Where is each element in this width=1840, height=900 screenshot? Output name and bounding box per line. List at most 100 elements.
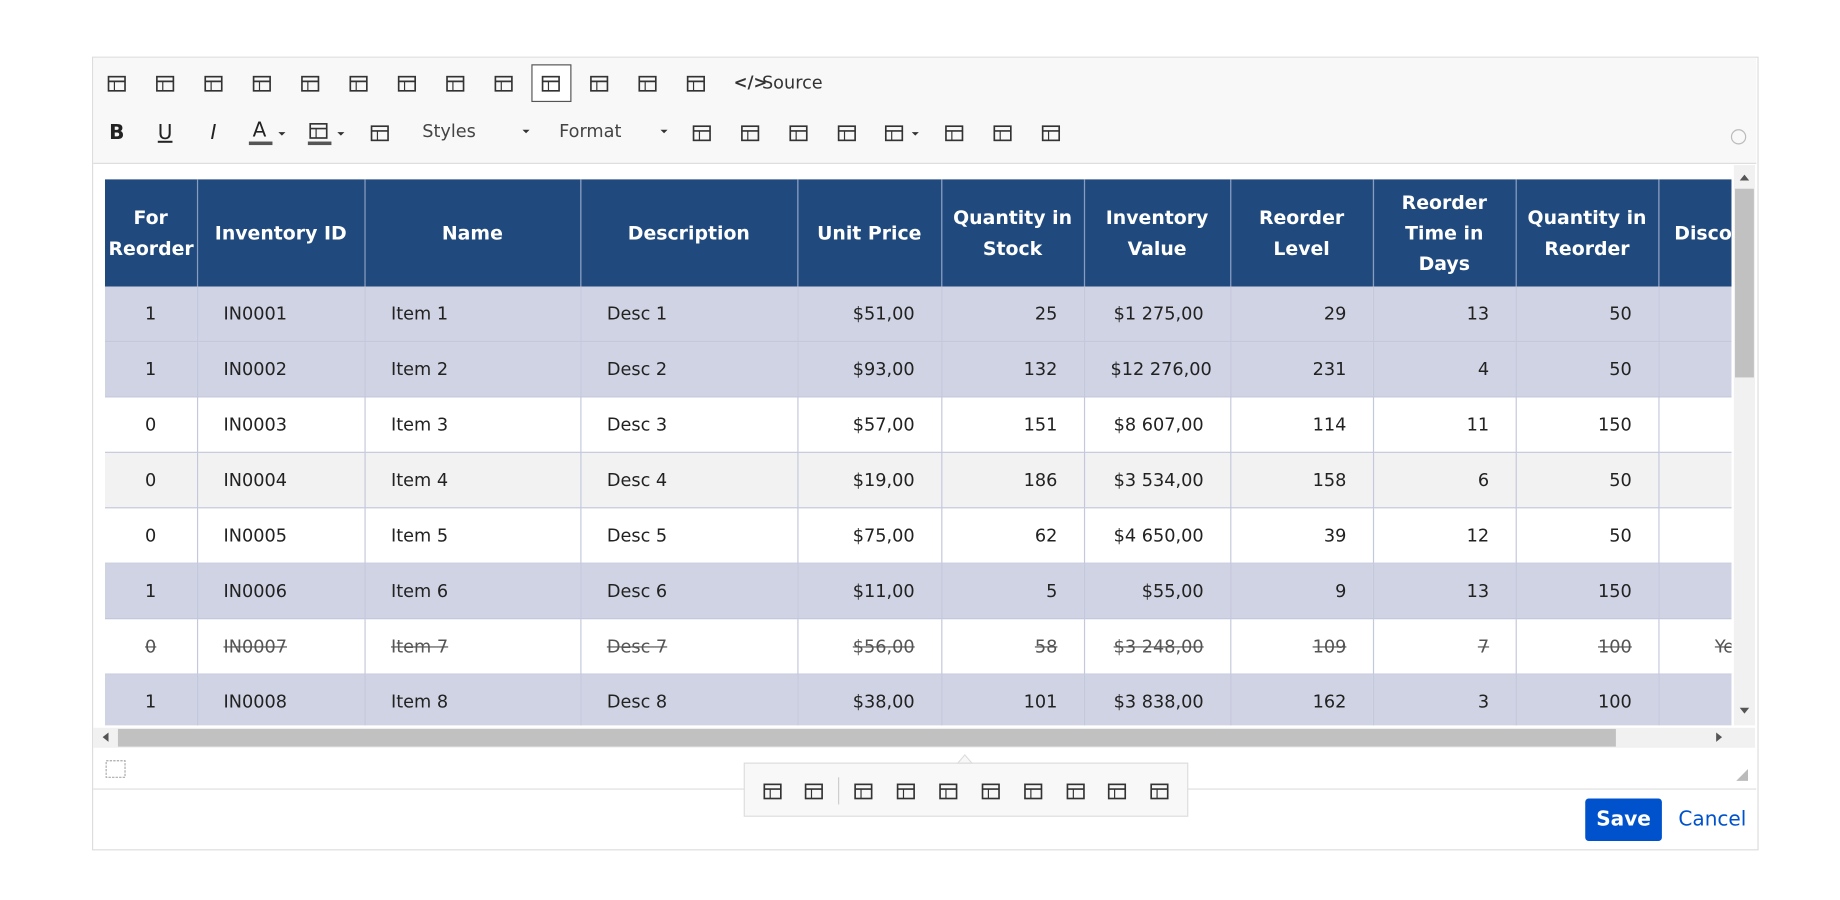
toolbar-button[interactable]: [350, 77, 367, 91]
icon-part: [302, 77, 319, 91]
table-cell: $3 838,00: [1084, 674, 1230, 725]
toolbar-button[interactable]: [109, 77, 126, 91]
toolbar-button[interactable]: [495, 77, 512, 91]
toolbar-button[interactable]: [994, 126, 1011, 140]
table-cell: IN0003: [197, 397, 364, 452]
table-cell: 50: [1516, 508, 1659, 563]
toolbar-button[interactable]: [1043, 126, 1060, 140]
table-cell: $55,00: [1084, 563, 1230, 618]
toolbar-button[interactable]: [205, 77, 222, 91]
table-cell: [1658, 341, 1731, 396]
icon-part: [399, 77, 416, 91]
table-cell: 0: [105, 619, 197, 674]
header-row: For ReorderInventory IDNameDescriptionUn…: [105, 179, 1732, 286]
table-cell: 150: [1516, 563, 1659, 618]
toolbar-button[interactable]: [742, 126, 759, 140]
icon-part: [591, 77, 608, 91]
table-cell: 29: [1230, 287, 1373, 342]
header-cell: Disco: [1658, 179, 1731, 286]
table-cell: Desc 2: [580, 341, 797, 396]
format-select[interactable]: Format: [559, 122, 621, 142]
table-cell: Item 7: [364, 619, 580, 674]
toolbar-button[interactable]: [790, 126, 807, 140]
table-row: 0IN0003Item 3Desc 3$57,00151$8 607,00114…: [105, 397, 1732, 452]
table-cell: 39: [1230, 508, 1373, 563]
table-cell: $8 607,00: [1084, 397, 1230, 452]
icon-part: [350, 77, 367, 91]
icon-part: [205, 77, 222, 91]
font-color-button[interactable]: A: [253, 117, 267, 141]
table-cell: 1: [105, 674, 197, 725]
toolbar-button[interactable]: [447, 77, 464, 91]
table-cell: 101: [941, 674, 1084, 725]
toolbar-button[interactable]: [372, 126, 389, 140]
table-cell: $12 276,00: [1084, 341, 1230, 396]
styles-select[interactable]: Styles: [422, 122, 476, 142]
cancel-button[interactable]: Cancel: [1678, 808, 1746, 832]
italic-button[interactable]: I: [211, 120, 217, 144]
table-cell: Item 5: [364, 508, 580, 563]
icon-part: [109, 77, 126, 91]
toolbar-button[interactable]: [591, 77, 608, 91]
icon-part: [372, 126, 389, 140]
table-row: 0IN0004Item 4Desc 4$19,00186$3 534,00158…: [105, 452, 1732, 507]
toolbar-button[interactable]: [694, 126, 711, 140]
table-cell: 50: [1516, 287, 1659, 342]
table-row: 1IN0002Item 2Desc 2$93,00132$12 276,0023…: [105, 341, 1732, 396]
table-cell: [1658, 452, 1731, 507]
header-cell: Inventory Value: [1084, 179, 1230, 286]
table-cell: $4 650,00: [1084, 508, 1230, 563]
table-cell: 151: [941, 397, 1084, 452]
toolbar-button[interactable]: [688, 77, 705, 91]
table-cell: 109: [1230, 619, 1373, 674]
bold-button[interactable]: B: [109, 120, 124, 144]
icon-part: [994, 126, 1011, 140]
toolbar-button[interactable]: [839, 126, 856, 140]
toolbar-button[interactable]: [886, 126, 903, 140]
table-cell: $56,00: [797, 619, 941, 674]
table-row: 1IN0008Item 8Desc 8$38,00101$3 838,00162…: [105, 674, 1732, 725]
table-cell: 58: [941, 619, 1084, 674]
table-cell: 0: [105, 452, 197, 507]
table-cell: Desc 5: [580, 508, 797, 563]
table-cell: 0: [105, 508, 197, 563]
toolbar-button[interactable]: [399, 77, 416, 91]
icon-part: [946, 126, 963, 140]
collapse-button[interactable]: [1731, 130, 1745, 144]
table-cell: $57,00: [797, 397, 941, 452]
underline-button[interactable]: U: [158, 120, 173, 144]
toolbar-button[interactable]: [157, 77, 174, 91]
table-cell: [1658, 508, 1731, 563]
table-cell: Item 4: [364, 452, 580, 507]
table-cell: Item 8: [364, 674, 580, 725]
icon-part: [254, 77, 271, 91]
table-cell: Desc 4: [580, 452, 797, 507]
table-cell: $51,00: [797, 287, 941, 342]
source-label[interactable]: Source: [762, 74, 823, 94]
toolbar-button[interactable]: [946, 126, 963, 140]
toolbar-button[interactable]: [254, 77, 271, 91]
table-cell: $93,00: [797, 341, 941, 396]
table-cell: 158: [1230, 452, 1373, 507]
highlight-button[interactable]: [310, 124, 327, 138]
table-cell: 0: [105, 397, 197, 452]
source-icon[interactable]: </>: [734, 73, 768, 92]
table-cell: 11: [1373, 397, 1516, 452]
table-cell: 13: [1373, 563, 1516, 618]
table-cell: Item 2: [364, 341, 580, 396]
table-cell: Yes: [1658, 619, 1731, 674]
icon-part: [447, 77, 464, 91]
toolbar-button[interactable]: [302, 77, 319, 91]
header-cell: For Reorder: [105, 179, 197, 286]
table-cell: Desc 3: [580, 397, 797, 452]
table-cell: 3: [1373, 674, 1516, 725]
table-cell: 100: [1516, 619, 1659, 674]
table-cell: Desc 6: [580, 563, 797, 618]
toolbar-button[interactable]: [639, 77, 656, 91]
save-button[interactable]: Save: [1585, 799, 1662, 841]
icon-part: [310, 124, 327, 138]
header-cell: Description: [580, 179, 797, 286]
table-cell: 25: [941, 287, 1084, 342]
table-cell: 50: [1516, 452, 1659, 507]
